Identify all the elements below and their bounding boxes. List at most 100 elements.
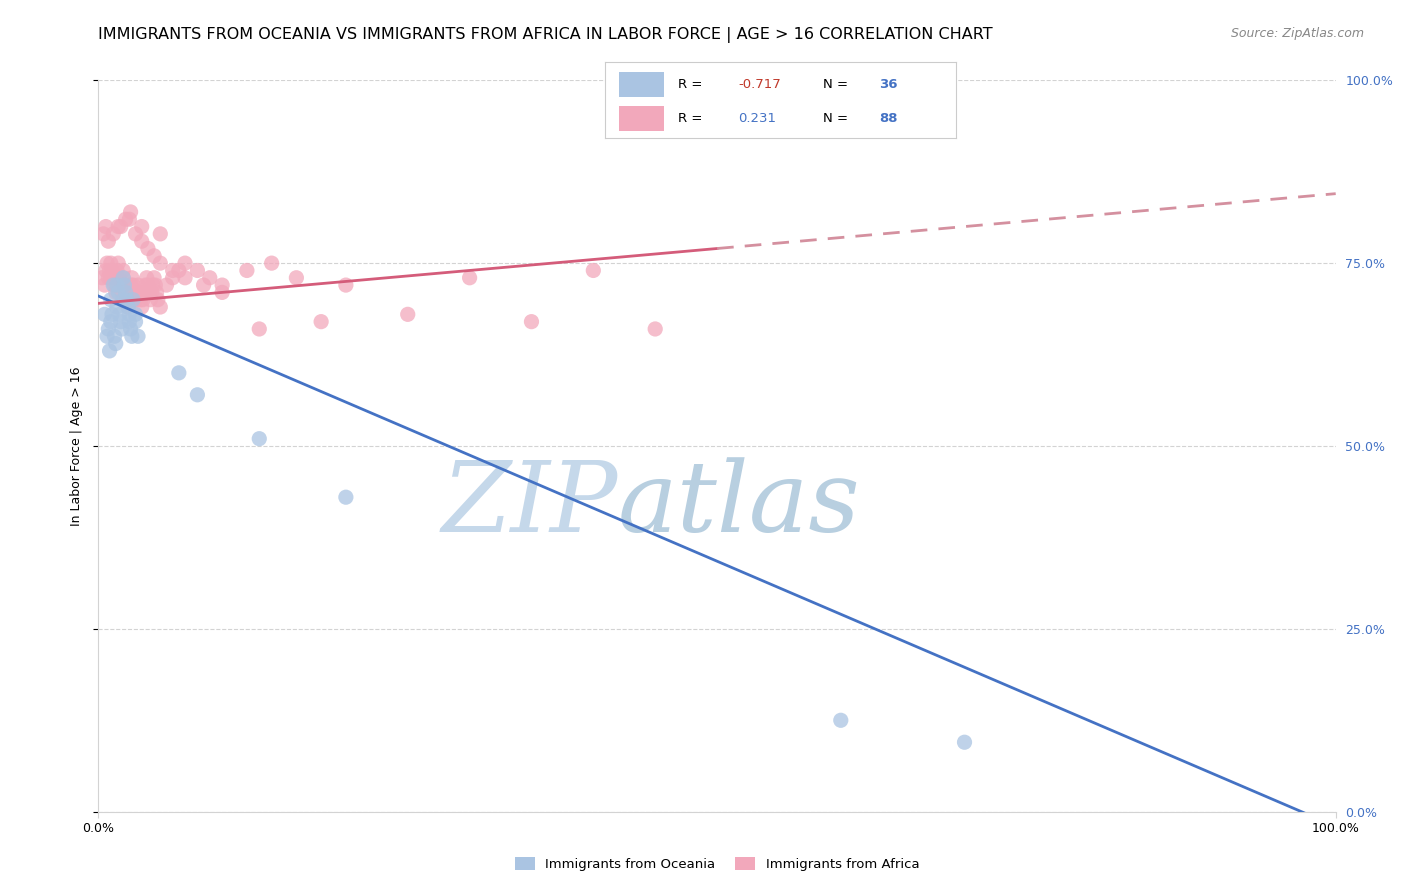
Point xyxy=(118,315,141,329)
Point xyxy=(260,256,283,270)
Point xyxy=(108,270,131,285)
Point xyxy=(105,278,128,293)
Point xyxy=(135,270,157,285)
Text: N =: N = xyxy=(823,78,852,91)
Point xyxy=(118,285,141,300)
Y-axis label: In Labor Force | Age > 16: In Labor Force | Age > 16 xyxy=(70,367,83,525)
Point xyxy=(155,278,177,293)
Point xyxy=(93,227,115,241)
Point xyxy=(186,388,208,402)
Point xyxy=(247,432,270,446)
Point xyxy=(134,278,156,293)
Point xyxy=(98,343,121,358)
Point xyxy=(136,278,159,293)
Text: R =: R = xyxy=(678,112,707,125)
Point xyxy=(93,307,115,321)
Point xyxy=(129,293,152,307)
Point xyxy=(167,366,190,380)
Point xyxy=(115,293,138,307)
Text: 88: 88 xyxy=(879,112,897,125)
Point xyxy=(110,315,132,329)
Point xyxy=(162,270,184,285)
Point xyxy=(94,219,117,234)
Point xyxy=(110,278,132,293)
Point xyxy=(582,263,605,277)
Point xyxy=(136,242,159,256)
Point xyxy=(103,278,125,293)
Point xyxy=(142,278,165,293)
Point xyxy=(103,329,125,343)
Point xyxy=(146,293,169,307)
Point xyxy=(120,278,142,293)
Point xyxy=(100,293,122,307)
Point xyxy=(127,329,149,343)
Text: IMMIGRANTS FROM OCEANIA VS IMMIGRANTS FROM AFRICA IN LABOR FORCE | AGE > 16 CORR: IMMIGRANTS FROM OCEANIA VS IMMIGRANTS FR… xyxy=(98,27,993,43)
Point xyxy=(104,336,127,351)
Point xyxy=(124,293,146,307)
Point xyxy=(131,234,153,248)
Point xyxy=(103,270,125,285)
Point xyxy=(520,315,543,329)
Point xyxy=(97,234,120,248)
Point xyxy=(247,322,270,336)
Point xyxy=(127,278,149,293)
Text: 0.231: 0.231 xyxy=(738,112,776,125)
Point xyxy=(105,300,128,314)
Point xyxy=(93,278,115,293)
Point xyxy=(143,249,166,263)
Point xyxy=(97,270,120,285)
Point xyxy=(134,285,156,300)
Point xyxy=(107,219,129,234)
Point xyxy=(174,256,197,270)
Point xyxy=(143,270,166,285)
Point xyxy=(107,256,129,270)
Point xyxy=(112,278,135,293)
Point xyxy=(121,270,143,285)
Bar xyxy=(619,106,664,130)
Point xyxy=(94,263,117,277)
Point xyxy=(458,270,481,285)
Point xyxy=(162,263,184,277)
Point xyxy=(124,307,146,321)
Point xyxy=(112,293,135,307)
Point xyxy=(131,300,153,314)
Point xyxy=(104,285,127,300)
Point xyxy=(100,256,122,270)
Point xyxy=(396,307,419,321)
Point xyxy=(96,256,118,270)
Point xyxy=(103,227,125,241)
Point xyxy=(193,278,215,293)
Text: -0.717: -0.717 xyxy=(738,78,780,91)
Point xyxy=(139,293,162,307)
Point xyxy=(644,322,666,336)
Text: ZIP: ZIP xyxy=(441,457,619,552)
Point xyxy=(141,285,163,300)
Point xyxy=(101,307,124,321)
Point xyxy=(112,270,135,285)
Point xyxy=(211,285,233,300)
Point xyxy=(98,263,121,277)
Text: N =: N = xyxy=(823,112,852,125)
Point xyxy=(96,329,118,343)
Point xyxy=(125,285,148,300)
Point xyxy=(309,315,332,329)
Point xyxy=(122,278,145,293)
Text: R =: R = xyxy=(678,78,707,91)
Point xyxy=(118,293,141,307)
Point xyxy=(198,270,221,285)
Point xyxy=(118,307,141,321)
Point xyxy=(108,307,131,321)
Point xyxy=(100,270,122,285)
Point xyxy=(101,263,124,277)
Legend: Immigrants from Oceania, Immigrants from Africa: Immigrants from Oceania, Immigrants from… xyxy=(515,856,920,871)
Point xyxy=(285,270,308,285)
Point xyxy=(132,293,155,307)
Point xyxy=(124,227,146,241)
Point xyxy=(111,285,134,300)
Text: 36: 36 xyxy=(879,78,897,91)
Point xyxy=(118,212,141,227)
Point xyxy=(100,315,122,329)
Point xyxy=(174,270,197,285)
Point xyxy=(138,285,160,300)
Point xyxy=(211,278,233,293)
